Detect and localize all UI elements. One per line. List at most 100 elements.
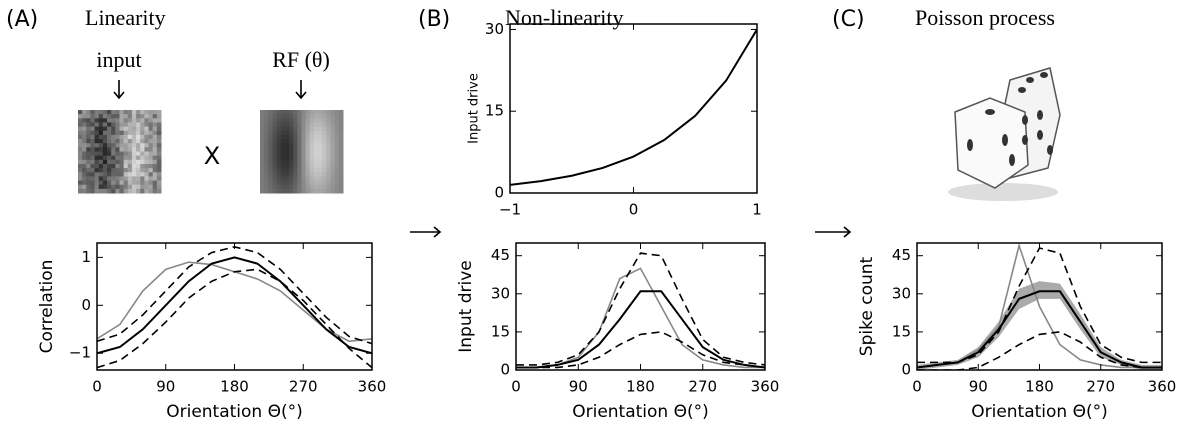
image-pixel — [338, 184, 344, 190]
image-pixel — [148, 155, 154, 161]
image-pixel — [260, 118, 265, 123]
image-pixel — [86, 155, 91, 161]
image-pixel — [330, 139, 336, 144]
image-pixel — [107, 188, 112, 194]
image-pixel — [107, 163, 112, 169]
y-axis-label: Input drive — [467, 73, 482, 144]
image-pixel — [309, 118, 315, 123]
image-pixel — [119, 155, 125, 161]
image-pixel — [305, 114, 311, 119]
image-pixel — [82, 118, 87, 123]
image-pixel — [322, 126, 327, 132]
image-pixel — [330, 168, 336, 173]
image-pixel — [284, 134, 290, 140]
line — [516, 252, 765, 366]
image-pixel — [148, 172, 154, 177]
image-pixel — [111, 188, 116, 194]
image-pixel — [305, 188, 311, 194]
image-pixel — [102, 159, 108, 165]
image-pixel — [289, 188, 294, 194]
image-pixel — [313, 176, 319, 182]
line — [97, 268, 372, 369]
y-tick-label: 0 — [494, 184, 504, 202]
image-pixel — [123, 151, 129, 157]
image-pixel — [305, 118, 311, 123]
image-pixel — [313, 151, 319, 157]
image-pixel — [297, 184, 302, 190]
image-pixel — [148, 110, 154, 115]
image-pixel — [322, 143, 327, 148]
image-pixel — [140, 134, 145, 140]
image-pixel — [293, 188, 298, 194]
image-pixel — [156, 168, 162, 173]
image-pixel — [148, 176, 154, 182]
image-pixel — [326, 122, 332, 128]
image-pixel — [140, 114, 145, 119]
image-pixel — [276, 159, 282, 165]
image-pixel — [123, 172, 129, 177]
image-pixel — [144, 163, 150, 169]
image-pixel — [111, 130, 116, 136]
image-pixel — [326, 139, 332, 144]
image-pixel — [140, 172, 145, 177]
image-pixel — [289, 176, 294, 182]
image-pixel — [131, 118, 137, 123]
image-pixel — [82, 172, 87, 177]
image-pixel — [289, 180, 294, 186]
axes-frame — [96, 242, 373, 371]
image-pixel — [123, 139, 129, 144]
image-pixel — [119, 163, 125, 169]
image-pixel — [111, 139, 116, 144]
image-caption: input — [96, 47, 141, 72]
image-pixel — [264, 110, 269, 115]
image-pixel — [280, 159, 286, 165]
image-pixel — [322, 139, 327, 144]
image-pixel — [86, 159, 91, 165]
image-pixel — [260, 168, 265, 173]
y-tick-label: 30 — [491, 284, 510, 302]
image-pixel — [119, 130, 125, 136]
image-pixel — [293, 130, 298, 136]
image-pixel — [94, 147, 100, 152]
image-pixel — [297, 180, 302, 186]
image-pixel — [322, 188, 327, 194]
image-pixel — [276, 143, 282, 148]
image-pixel — [309, 122, 315, 128]
image-pixel — [107, 180, 112, 186]
image-pixel — [152, 134, 158, 140]
image-pixel — [127, 134, 133, 140]
image-pixel — [140, 151, 145, 157]
image-pixel — [301, 168, 307, 173]
image-pixel — [309, 172, 315, 177]
image-pixel — [264, 180, 269, 186]
image-pixel — [305, 180, 311, 186]
image-pixel — [301, 184, 307, 190]
x-tick-label: 90 — [969, 378, 988, 396]
image-pixel — [98, 155, 104, 161]
image-pixel — [330, 118, 336, 123]
image-pixel — [123, 110, 129, 115]
image-pixel — [297, 143, 302, 148]
image-pixel — [78, 110, 83, 115]
image-pixel — [131, 172, 137, 177]
image-pixel — [268, 114, 273, 119]
plot-area — [516, 252, 765, 369]
image-pixel — [272, 176, 278, 182]
image-pixel — [297, 122, 302, 128]
image-pixel — [119, 168, 125, 173]
image-pixel — [309, 163, 315, 169]
image-pixel — [280, 110, 286, 115]
image-pixel — [107, 143, 112, 148]
image-pixel — [156, 134, 162, 140]
image-pixel — [338, 172, 344, 177]
image-pixel — [115, 176, 120, 182]
image-pixel — [309, 176, 315, 182]
image-pixel — [107, 130, 112, 136]
image-pixel — [268, 126, 273, 132]
image-pixel — [90, 139, 96, 144]
image-pixel — [82, 110, 87, 115]
image-pixel — [309, 130, 315, 136]
image-pixel — [318, 147, 323, 152]
image-pixel — [82, 168, 87, 173]
image-pixel — [152, 159, 158, 165]
